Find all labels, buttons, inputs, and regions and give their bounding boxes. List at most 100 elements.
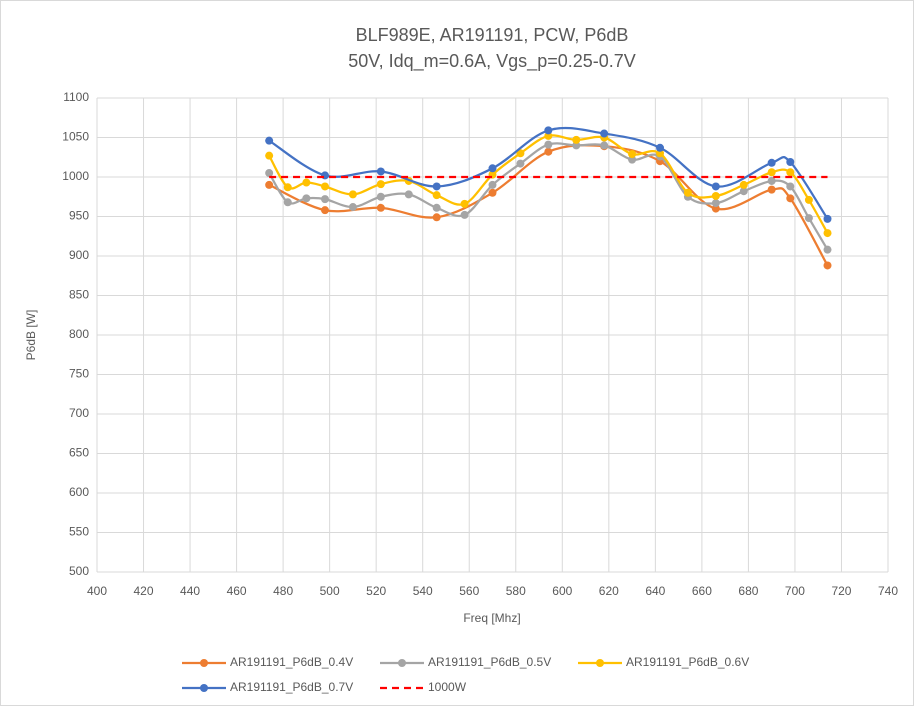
data-point [265, 169, 274, 178]
data-point [786, 194, 795, 203]
legend-marker [200, 684, 208, 692]
data-point [767, 176, 776, 185]
data-point [488, 180, 497, 189]
y-axis-title: P6dB [W] [24, 310, 38, 361]
y-tick-label: 650 [69, 446, 89, 460]
data-point [711, 199, 720, 208]
data-point [804, 195, 813, 204]
y-tick-label: 700 [69, 406, 89, 420]
y-tick-label: 600 [69, 485, 89, 499]
data-point [683, 188, 692, 197]
data-point [265, 136, 274, 145]
data-point [432, 182, 441, 191]
data-point [376, 180, 385, 189]
data-point [320, 171, 329, 180]
data-point [786, 168, 795, 177]
chart-subtitle: 50V, Idq_m=0.6A, Vgs_p=0.25-0.7V [348, 51, 636, 72]
y-tick-label: 1050 [62, 130, 89, 144]
data-point [516, 159, 525, 168]
y-tick-label: 550 [69, 525, 89, 539]
data-point [823, 214, 832, 223]
data-point [628, 150, 637, 159]
data-point [572, 141, 581, 150]
data-point [404, 190, 413, 199]
data-point [544, 147, 553, 156]
data-point [320, 206, 329, 215]
x-tick-label: 600 [552, 584, 572, 598]
x-axis-title: Freq [Mhz] [463, 611, 520, 625]
x-tick-label: 520 [366, 584, 386, 598]
data-point [302, 178, 311, 187]
x-tick-label: 420 [134, 584, 154, 598]
data-point [711, 204, 720, 213]
data-point [804, 214, 813, 223]
data-point [265, 180, 274, 189]
legend-marker [596, 659, 604, 667]
data-point [283, 183, 292, 192]
x-tick-label: 720 [831, 584, 851, 598]
data-point [628, 155, 637, 164]
data-point [823, 261, 832, 270]
y-tick-label: 1100 [63, 90, 89, 104]
data-point [265, 151, 274, 160]
x-tick-label: 500 [320, 584, 340, 598]
data-point [544, 131, 553, 140]
x-tick-label: 480 [273, 584, 293, 598]
data-point [376, 203, 385, 212]
data-point [460, 199, 469, 208]
y-tick-label: 750 [69, 367, 89, 381]
data-point [786, 182, 795, 191]
y-tick-label: 800 [69, 327, 89, 341]
data-point [376, 192, 385, 201]
data-point [711, 191, 720, 200]
x-tick-label: 620 [599, 584, 619, 598]
data-point [544, 140, 553, 149]
data-point [516, 149, 525, 158]
x-tick-label: 580 [506, 584, 526, 598]
legend-marker [200, 659, 208, 667]
data-point [432, 203, 441, 212]
data-point [767, 168, 776, 177]
data-point [711, 182, 720, 191]
data-point [488, 188, 497, 197]
data-point [767, 185, 776, 194]
data-point [460, 210, 469, 219]
data-point [600, 129, 609, 138]
data-point [302, 194, 311, 203]
data-point [348, 203, 357, 212]
data-point [432, 213, 441, 222]
data-point [656, 149, 665, 158]
x-tick-label: 400 [87, 584, 107, 598]
data-point [656, 143, 665, 152]
data-point [786, 157, 795, 166]
x-tick-label: 660 [692, 584, 712, 598]
data-point [320, 195, 329, 204]
data-point [348, 190, 357, 199]
data-point [432, 191, 441, 200]
data-point [376, 167, 385, 176]
x-tick-label: 700 [785, 584, 805, 598]
x-tick-label: 440 [180, 584, 200, 598]
data-point [823, 229, 832, 238]
x-tick-label: 740 [878, 584, 898, 598]
legend-label: AR191191_P6dB_0.7V [230, 680, 353, 694]
data-point [488, 164, 497, 173]
legend-label: 1000W [428, 680, 467, 694]
legend-label: AR191191_P6dB_0.5V [428, 655, 551, 669]
y-tick-label: 900 [69, 248, 89, 262]
legend-label: AR191191_P6dB_0.4V [230, 655, 353, 669]
chart-title: BLF989E, AR191191, PCW, P6dB [356, 25, 629, 45]
x-tick-label: 640 [645, 584, 665, 598]
x-tick-label: 680 [738, 584, 758, 598]
x-tick-label: 540 [413, 584, 433, 598]
data-point [739, 180, 748, 189]
data-point [283, 198, 292, 207]
data-point [823, 245, 832, 254]
legend-label: AR191191_P6dB_0.6V [626, 655, 749, 669]
data-point [767, 158, 776, 167]
data-point [544, 126, 553, 135]
x-tick-label: 460 [227, 584, 247, 598]
x-tick-label: 560 [459, 584, 479, 598]
